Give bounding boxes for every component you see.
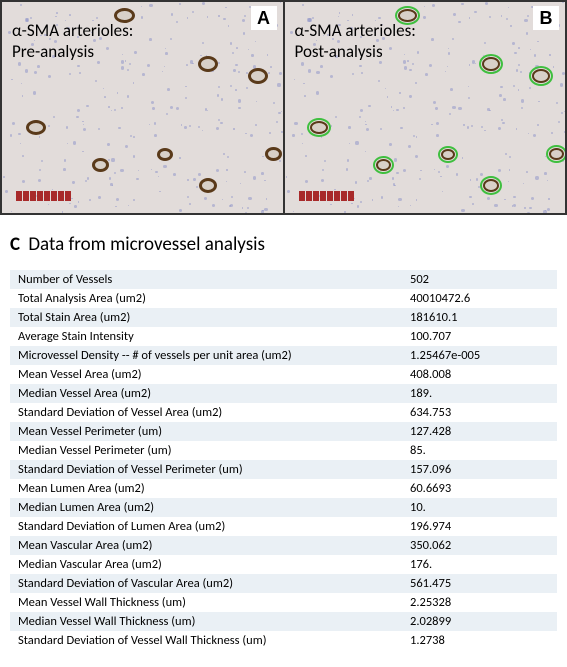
table-row-label: Total Stain Area (um2) [18,310,410,325]
table-row-label: Standard Deviation of Vessel Wall Thickn… [18,633,410,648]
table-row: Mean Vessel Wall Thickness (um)2.25328 [10,593,557,612]
data-section-title-text: Data from microvessel analysis [28,233,265,256]
vessel-marker-pre [26,120,46,135]
table-row: Mean Vessel Perimeter (um)127.428 [10,422,557,441]
vessel-marker-post [546,145,567,163]
table-row-value: 127.428 [410,424,553,439]
table-row-value: 2.02899 [410,614,553,629]
table-row-label: Standard Deviation of Vascular Area (um2… [18,576,410,591]
table-row-value: 634.753 [410,405,553,420]
table-row: Total Analysis Area (um2)40010472.6 [10,289,557,308]
table-row-label: Microvessel Density -- # of vessels per … [18,348,410,363]
table-row-value: 40010472.6 [410,291,553,306]
table-row: Median Vessel Perimeter (um)85. [10,441,557,460]
image-panels: α-SMA arterioles: Pre-analysis A α-SMA a… [0,0,567,215]
table-row: Microvessel Density -- # of vessels per … [10,346,557,365]
table-row: Average Stain Intensity100.707 [10,327,557,346]
table-row: Standard Deviation of Vessel Perimeter (… [10,460,557,479]
panel-a-label-line1: α-SMA arterioles: [12,20,133,41]
table-row-value: 189. [410,386,553,401]
table-row-value: 1.2738 [410,633,553,648]
vessel-marker-post [479,54,503,74]
figure-container: α-SMA arterioles: Pre-analysis A α-SMA a… [0,0,567,658]
vessel-marker-post [438,146,458,163]
table-row: Median Vessel Area (um2)189. [10,384,557,403]
table-row-value: 196.974 [410,519,553,534]
panel-b: α-SMA arterioles: Post-analysis B [284,1,567,214]
table-row-label: Mean Vessel Area (um2) [18,367,410,382]
table-row: Median Vessel Wall Thickness (um)2.02899 [10,612,557,631]
panel-a-label: α-SMA arterioles: Pre-analysis [12,20,133,63]
table-row: Mean Vessel Area (um2)408.008 [10,365,557,384]
scalebar-a [16,191,72,201]
table-row-label: Average Stain Intensity [18,329,410,344]
panel-b-label-line2: Post-analysis [295,41,416,62]
table-row-label: Median Vessel Perimeter (um) [18,443,410,458]
panel-b-label-line1: α-SMA arterioles: [295,20,416,41]
table-row-value: 60.6693 [410,481,553,496]
table-row-value: 85. [410,443,553,458]
vessel-marker-post [480,176,502,195]
table-row: Standard Deviation of Vascular Area (um2… [10,574,557,593]
vessel-marker-post [529,66,553,86]
table-row: Number of Vessels502 [10,270,557,289]
table-row-label: Mean Vessel Perimeter (um) [18,424,410,439]
table-row-label: Standard Deviation of Vessel Area (um2) [18,405,410,420]
table-row-value: 408.008 [410,367,553,382]
panel-a: α-SMA arterioles: Pre-analysis A [1,1,284,214]
data-section-title: C Data from microvessel analysis [10,233,557,256]
table-row-label: Median Vessel Area (um2) [18,386,410,401]
panel-a-letter: A [251,6,277,30]
table-row: Median Lumen Area (um2)10. [10,498,557,517]
table-row: Total Stain Area (um2)181610.1 [10,308,557,327]
table-row-value: 100.707 [410,329,553,344]
data-table: Number of Vessels502Total Analysis Area … [10,270,557,650]
table-row-label: Median Vessel Wall Thickness (um) [18,614,410,629]
table-row: Standard Deviation of Vessel Area (um2)6… [10,403,557,422]
table-row-label: Number of Vessels [18,272,410,287]
table-row-label: Standard Deviation of Lumen Area (um2) [18,519,410,534]
table-row-label: Mean Vessel Wall Thickness (um) [18,595,410,610]
table-row-label: Median Vascular Area (um2) [18,557,410,572]
panel-a-label-line2: Pre-analysis [12,41,133,62]
table-row-value: 181610.1 [410,310,553,325]
vessel-marker-pre [265,147,282,161]
table-row-value: 502 [410,272,553,287]
table-row-value: 10. [410,500,553,515]
table-row: Mean Vascular Area (um2)350.062 [10,536,557,555]
table-row: Standard Deviation of Vessel Wall Thickn… [10,631,557,650]
panel-b-label: α-SMA arterioles: Post-analysis [295,20,416,63]
table-row-label: Mean Lumen Area (um2) [18,481,410,496]
panel-c-letter: C [10,233,20,256]
table-row-value: 157.096 [410,462,553,477]
vessel-marker-pre [198,56,218,72]
table-row-label: Standard Deviation of Vessel Perimeter (… [18,462,410,477]
vessel-marker-pre [199,178,217,193]
table-row-value: 1.25467e-005 [410,348,553,363]
table-row-value: 2.25328 [410,595,553,610]
vessel-marker-post [307,118,331,137]
table-row: Median Vascular Area (um2)176. [10,555,557,574]
table-row-value: 561.475 [410,576,553,591]
panel-b-letter: B [533,6,559,30]
vessel-marker-pre [92,158,109,172]
vessel-marker-post [373,156,394,174]
table-row: Mean Lumen Area (um2)60.6693 [10,479,557,498]
table-row-value: 350.062 [410,538,553,553]
data-section: C Data from microvessel analysis Number … [0,215,567,658]
scalebar-b [299,191,355,201]
table-row-value: 176. [410,557,553,572]
table-row-label: Median Lumen Area (um2) [18,500,410,515]
vessel-marker-pre [157,148,173,161]
table-row-label: Mean Vascular Area (um2) [18,538,410,553]
vessel-marker-pre [248,68,268,84]
table-row-label: Total Analysis Area (um2) [18,291,410,306]
table-row: Standard Deviation of Lumen Area (um2)19… [10,517,557,536]
